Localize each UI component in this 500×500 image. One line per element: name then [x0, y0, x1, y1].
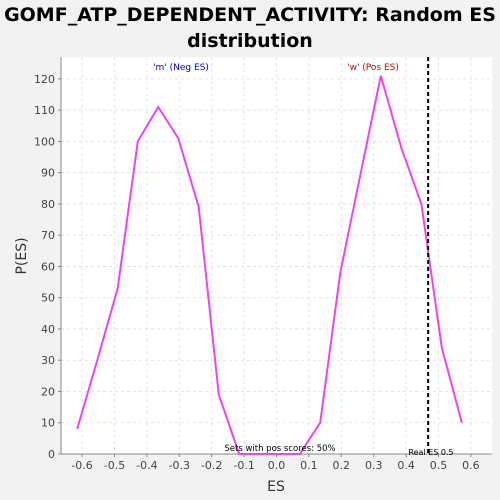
x-tick-label: -0.3: [169, 459, 190, 472]
real-es-label: Real ES 0.5: [408, 448, 453, 457]
x-tick-label: 0.4: [397, 459, 415, 472]
x-tick-label: 0.6: [462, 459, 480, 472]
x-tick-label: 0.1: [300, 459, 318, 472]
chart-title: GOMF_ATP_DEPENDENT_ACTIVITY: Random ES d…: [4, 4, 496, 52]
x-tick-label: 0.2: [333, 459, 351, 472]
x-tick-label: -0.6: [71, 459, 92, 472]
y-axis-label: P(ES): [14, 237, 30, 274]
pos-scores-label: Sets with pos scores: 50%: [224, 444, 335, 454]
x-tick-label: -0.4: [136, 459, 157, 472]
grid: [61, 57, 492, 455]
y-tick-label: 70: [41, 229, 55, 242]
y-ticks: 0 10 20 30 40 50 60 70 80 90 100 110 120: [34, 73, 61, 461]
x-tick-label: -0.1: [233, 459, 254, 472]
x-tick-label: -0.2: [201, 459, 222, 472]
x-tick-label: 0.3: [365, 459, 383, 472]
y-tick-label: 80: [41, 198, 55, 211]
x-axis-label: ES: [267, 479, 285, 495]
neg-es-label: 'm' (Neg ES): [153, 63, 209, 73]
y-tick-label: 90: [41, 167, 55, 180]
y-tick-label: 100: [34, 135, 55, 148]
y-tick-label: 30: [41, 354, 55, 367]
pos-es-label: 'w' (Pos ES): [347, 63, 399, 73]
y-tick-label: 50: [41, 292, 55, 305]
y-tick-label: 0: [48, 448, 55, 461]
x-tick-label: 0.0: [268, 459, 286, 472]
series-line: [76, 75, 463, 455]
y-tick-label: 40: [41, 323, 55, 336]
x-tick-label: -0.5: [104, 459, 125, 472]
x-ticks: -0.6 -0.5 -0.4 -0.3 -0.2 -0.1 0.0 0.1 0.2 0.3 0.4 0…: [71, 454, 480, 472]
y-tick-label: 120: [34, 73, 55, 86]
y-tick-label: 20: [41, 385, 55, 398]
x-tick-label: 0.5: [430, 459, 448, 472]
y-tick-label: 110: [34, 104, 55, 117]
y-tick-label: 10: [41, 417, 55, 430]
y-tick-label: 60: [41, 260, 55, 273]
series: [76, 75, 463, 455]
